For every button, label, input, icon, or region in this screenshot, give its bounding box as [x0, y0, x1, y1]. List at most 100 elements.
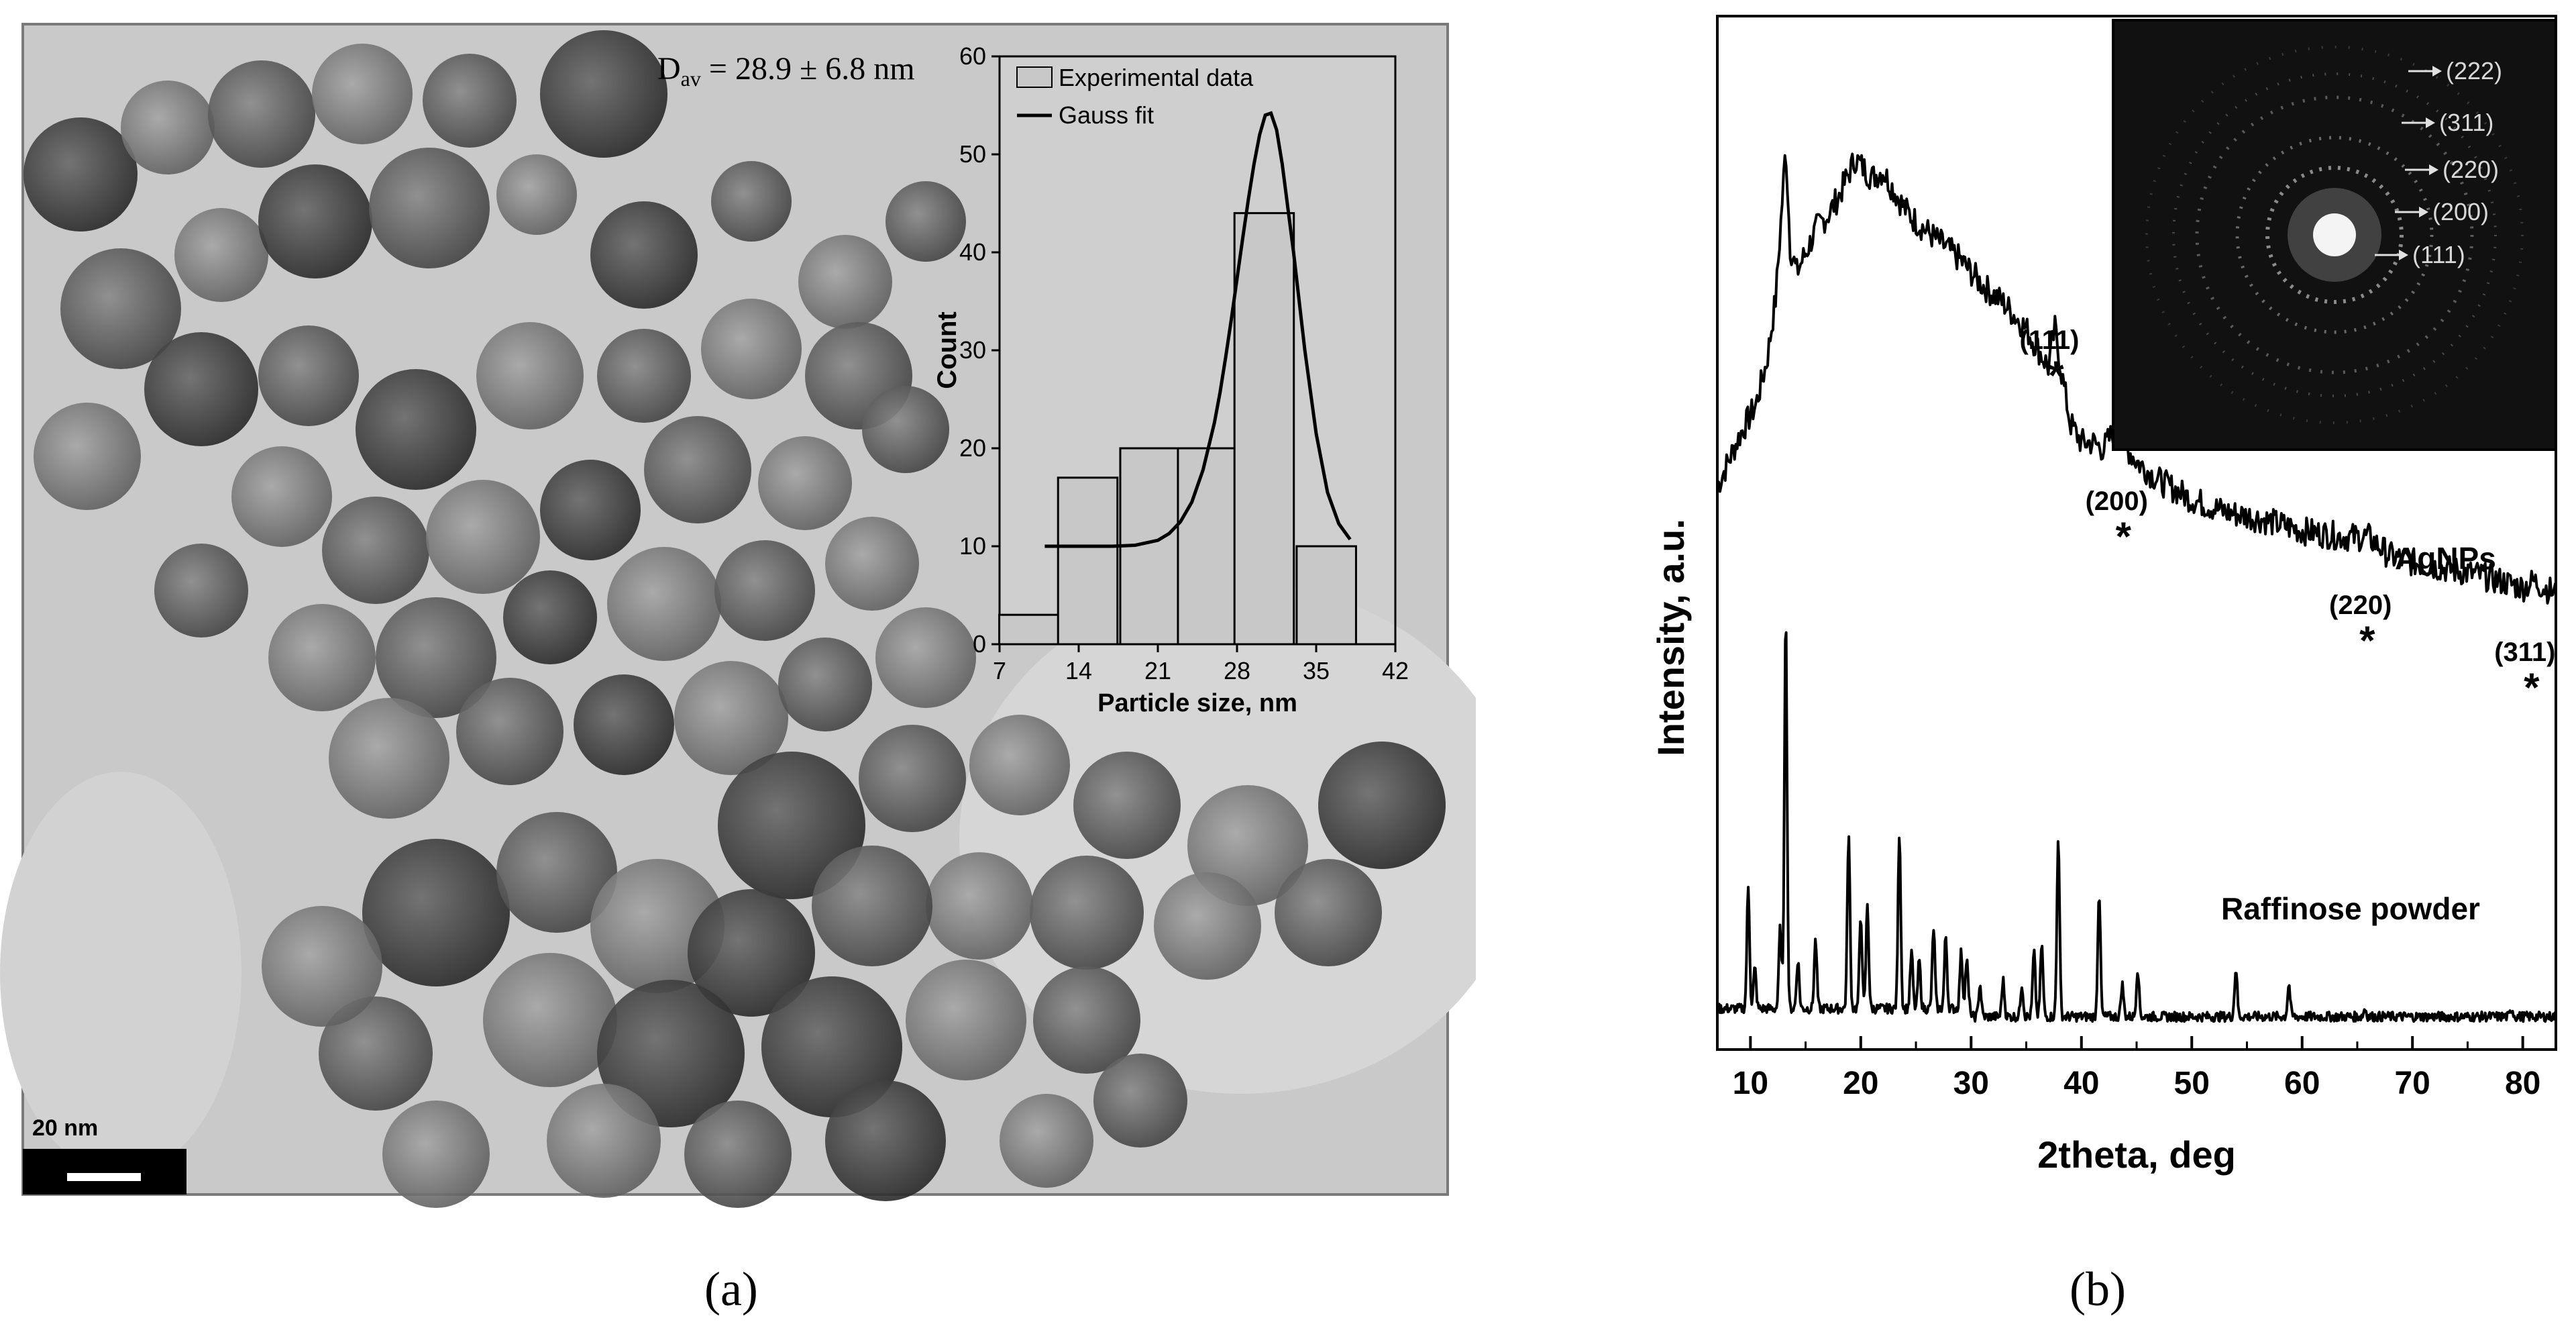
xrd-peak-label: (311) — [2494, 638, 2555, 667]
nanoparticle — [644, 416, 751, 523]
saed-arrow-head — [2432, 66, 2442, 77]
xrd-x-tick-label: 60 — [2284, 1066, 2320, 1101]
nanoparticle — [258, 164, 372, 278]
histogram-x-tick-label: 21 — [1144, 657, 1171, 684]
nanoparticle — [319, 997, 433, 1111]
tem-nanoparticles — [23, 30, 1446, 1208]
nanoparticle — [778, 638, 872, 731]
histogram-bar — [1233, 212, 1295, 646]
saed-arrow-head — [2429, 164, 2438, 175]
nanoparticle — [154, 544, 248, 638]
nanoparticle — [859, 725, 966, 832]
nanoparticle — [423, 54, 517, 148]
nanoparticle — [701, 299, 802, 399]
nanoparticle — [121, 81, 215, 174]
nanoparticle — [758, 436, 852, 530]
legend-label-experimental: Experimental data — [1059, 64, 1254, 91]
nanoparticle — [1275, 859, 1382, 966]
nanoparticle — [674, 661, 788, 775]
nanoparticle — [34, 403, 141, 510]
saed-index-label: (220) — [2443, 156, 2499, 183]
histogram-y-tick-label: 40 — [959, 238, 986, 266]
nanoparticle — [798, 235, 892, 329]
xrd-peak-marker: * — [2359, 618, 2375, 663]
saed-index-label: (111) — [2412, 241, 2465, 268]
histogram-y-tick-label: 0 — [973, 630, 986, 658]
histogram-bar — [1295, 545, 1357, 646]
histogram-bar — [998, 613, 1060, 646]
xrd-x-axis-label: 2theta, deg — [2037, 1133, 2236, 1176]
saed-index-labels: (222) (311) (220) (200) (111) — [2375, 57, 2502, 268]
histogram-x-axis-label: Particle size, nm — [1097, 689, 1297, 717]
nanoparticle — [60, 248, 181, 369]
histogram-x-tick-label: 28 — [1224, 657, 1250, 684]
nanoparticle — [1318, 742, 1446, 869]
histogram-inset: 7 14 21 28 35 42 0 10 20 30 40 50 60 Experimental da… — [932, 42, 1409, 717]
histogram-x-tick-label: 14 — [1065, 657, 1092, 684]
nanoparticle — [322, 497, 429, 604]
nanoparticle — [426, 480, 540, 594]
saed-center-spot — [2313, 213, 2356, 256]
nanoparticle — [1093, 1054, 1187, 1148]
panel-a-caption: (a) — [704, 1262, 758, 1316]
nanoparticle — [312, 44, 413, 144]
nanoparticle — [862, 386, 949, 473]
nanoparticle — [376, 597, 496, 718]
xrd-x-tick-label: 20 — [1843, 1066, 1878, 1101]
nanoparticle — [329, 698, 449, 819]
saed-arrow-head — [2399, 250, 2408, 260]
panel-b: 10 20 30 40 50 60 70 80 (111)*(200)*(220)* (311)… — [1650, 15, 2557, 1176]
nanoparticle — [540, 30, 667, 158]
saed-index-label: (222) — [2446, 57, 2502, 85]
nanoparticle — [875, 607, 976, 708]
nanoparticle — [483, 953, 617, 1087]
nanoparticle — [969, 715, 1070, 815]
histogram-y-tick-label: 50 — [959, 140, 986, 168]
nanoparticle — [258, 325, 359, 426]
series-label-raffinose: Raffinose powder — [2221, 891, 2480, 926]
histogram-y-tick-label: 20 — [959, 434, 986, 462]
xrd-peak-marker: * — [2116, 514, 2132, 559]
nanoparticle — [262, 906, 382, 1027]
nanoparticle — [1000, 1094, 1093, 1188]
nanoparticle — [812, 846, 932, 966]
histogram-bars — [998, 212, 1357, 646]
xrd-raffinose-curve — [1716, 631, 2557, 1023]
nanoparticle — [926, 852, 1033, 960]
nanoparticle — [496, 154, 577, 235]
nanoparticle — [23, 117, 138, 232]
nanoparticle — [496, 812, 617, 933]
mean-size-annotation: Dav = 28.9 ± 6.8 nm — [657, 51, 915, 91]
nanoparticle — [382, 1101, 490, 1208]
nanoparticle — [547, 1084, 661, 1198]
histogram-x-tick-label: 35 — [1303, 657, 1330, 684]
nanoparticle — [688, 889, 815, 1017]
xrd-x-tick-label: 50 — [2174, 1066, 2210, 1101]
xrd-x-tick-label: 80 — [2505, 1066, 2540, 1101]
nanoparticle — [1154, 872, 1261, 980]
xrd-peak-annotations: (111)*(200)*(220)* (311)* — [2019, 325, 2555, 710]
xrd-agnps-curve — [1716, 152, 2557, 605]
histogram-y-axis-label: Count — [932, 311, 962, 389]
saed-ring — [2235, 136, 2434, 334]
panel-b-caption: (b) — [2070, 1262, 2126, 1316]
nanoparticle — [607, 547, 721, 661]
histogram-axes: 7 14 21 28 35 42 0 10 20 30 40 50 60 — [959, 42, 1409, 684]
xrd-x-tick-label: 30 — [1953, 1066, 1989, 1101]
annotation-subscript: av — [681, 66, 701, 91]
histogram-y-tick-label: 30 — [959, 336, 986, 364]
nanoparticle — [684, 1101, 792, 1208]
saed-ring — [2145, 46, 2524, 424]
nanoparticle — [369, 148, 490, 268]
nanoparticle — [503, 570, 597, 664]
histogram-y-tick-label: 10 — [959, 532, 986, 560]
histogram-bar — [1057, 476, 1119, 646]
saed-arrow-head — [2419, 207, 2428, 217]
saed-inset: (222) (311) (220) (200) (111) — [2112, 19, 2557, 451]
nanoparticle — [825, 1080, 946, 1201]
nanoparticle — [1073, 752, 1181, 859]
nanoparticle — [476, 322, 584, 429]
saed-ring — [2195, 95, 2474, 374]
panel-a: 20 nm Dav = 28.9 ± 6.8 nm 7 14 21 28 35 42 0 10… — [0, 23, 1476, 1208]
nanoparticle — [885, 181, 966, 262]
